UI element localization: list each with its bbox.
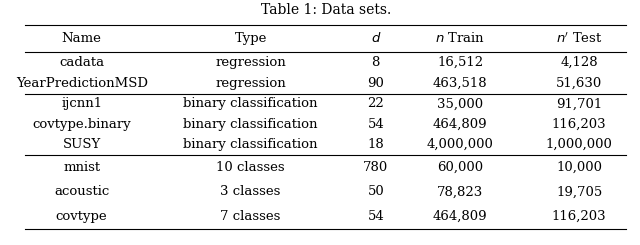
Text: 464,809: 464,809	[433, 118, 488, 131]
Text: covtype: covtype	[56, 210, 108, 223]
Text: binary classification: binary classification	[184, 138, 318, 151]
Text: 22: 22	[367, 97, 384, 110]
Text: 90: 90	[367, 77, 384, 90]
Text: 16,512: 16,512	[437, 56, 483, 69]
Text: 91,701: 91,701	[556, 97, 602, 110]
Text: binary classification: binary classification	[184, 97, 318, 110]
Text: acoustic: acoustic	[54, 185, 109, 198]
Text: 7 classes: 7 classes	[220, 210, 281, 223]
Text: 10 classes: 10 classes	[216, 160, 285, 173]
Text: 50: 50	[367, 185, 384, 198]
Text: $n'$ Test: $n'$ Test	[556, 31, 602, 46]
Text: 4,000,000: 4,000,000	[427, 138, 493, 151]
Text: 35,000: 35,000	[437, 97, 483, 110]
Text: mnist: mnist	[63, 160, 100, 173]
Text: ijcnn1: ijcnn1	[61, 97, 102, 110]
Text: 780: 780	[363, 160, 388, 173]
Text: 464,809: 464,809	[433, 210, 488, 223]
Text: Name: Name	[61, 32, 102, 45]
Text: 60,000: 60,000	[437, 160, 483, 173]
Text: 1,000,000: 1,000,000	[546, 138, 612, 151]
Text: 10,000: 10,000	[556, 160, 602, 173]
Text: 116,203: 116,203	[552, 118, 607, 131]
Text: SUSY: SUSY	[63, 138, 100, 151]
Text: 54: 54	[367, 118, 384, 131]
Text: binary classification: binary classification	[184, 118, 318, 131]
Text: Table 1: Data sets.: Table 1: Data sets.	[260, 3, 391, 17]
Text: regression: regression	[215, 56, 286, 69]
Text: 116,203: 116,203	[552, 210, 607, 223]
Text: 8: 8	[372, 56, 380, 69]
Text: 4,128: 4,128	[561, 56, 598, 69]
Text: 19,705: 19,705	[556, 185, 602, 198]
Text: cadata: cadata	[59, 56, 104, 69]
Text: $d$: $d$	[371, 31, 381, 45]
Text: $n$ Train: $n$ Train	[435, 31, 485, 45]
Text: Type: Type	[234, 32, 267, 45]
Text: 51,630: 51,630	[556, 77, 602, 90]
Text: 463,518: 463,518	[433, 77, 488, 90]
Text: YearPredictionMSD: YearPredictionMSD	[15, 77, 148, 90]
Text: 54: 54	[367, 210, 384, 223]
Text: 78,823: 78,823	[437, 185, 483, 198]
Text: regression: regression	[215, 77, 286, 90]
Text: covtype.binary: covtype.binary	[32, 118, 131, 131]
Text: 3 classes: 3 classes	[220, 185, 281, 198]
Text: 18: 18	[367, 138, 384, 151]
